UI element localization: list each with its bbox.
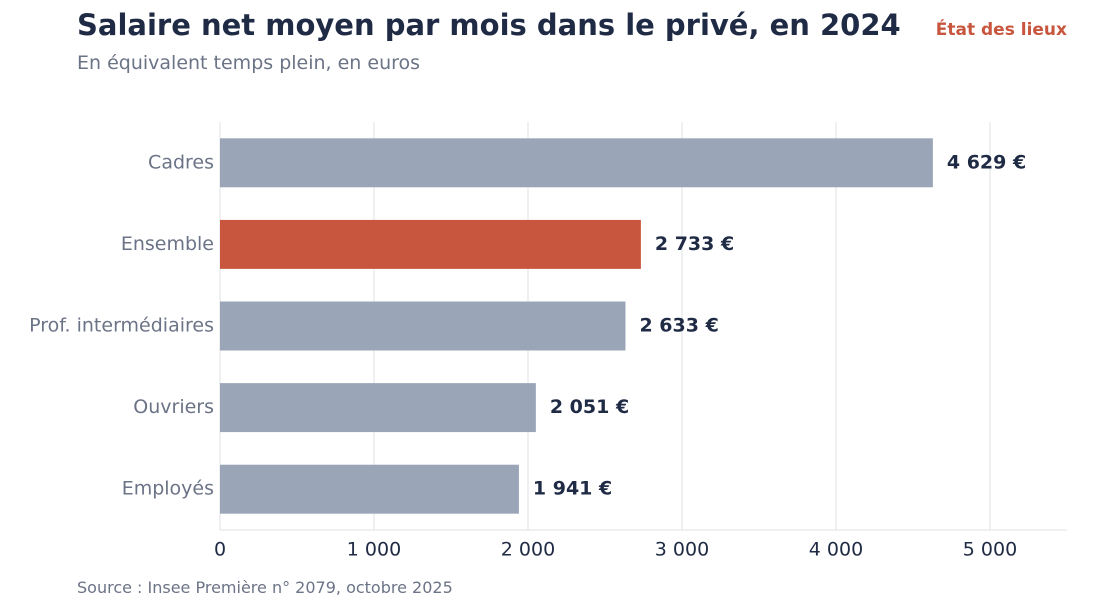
category-label: Cadres [148, 151, 214, 173]
category-label: Prof. intermédiaires [29, 315, 214, 337]
label-layer: 0 1 000 2 000 3 000 4 000 5 000 Cadres 4 629 € E… [29, 151, 1026, 560]
source-note: Source : Insee Première n° 2079, octobre… [77, 578, 453, 597]
category-label: Employés [122, 478, 214, 500]
x-tick-label: 2 000 [501, 539, 555, 561]
category-label: Ensemble [121, 233, 214, 255]
bar-prof-interm-diaires [220, 301, 626, 351]
x-tick-label: 5 000 [963, 539, 1017, 561]
chart-subtitle: En équivalent temps plein, en euros [77, 52, 421, 74]
x-tick-label: 1 000 [347, 539, 401, 561]
value-label: 2 051 € [550, 396, 629, 418]
value-label: 2 633 € [639, 315, 718, 337]
chart-title: Salaire net moyen par mois dans le privé… [77, 8, 901, 42]
bar-ensemble [220, 219, 641, 269]
bar-layer [220, 138, 933, 514]
value-label: 4 629 € [947, 151, 1026, 173]
x-tick-label: 0 [214, 539, 226, 561]
bar-employ-s [220, 464, 519, 514]
category-label: Ouvriers [133, 396, 214, 418]
x-tick-label: 3 000 [655, 539, 709, 561]
section-tag: État des lieux [935, 20, 1067, 40]
bar-cadres [220, 138, 933, 188]
x-tick-label: 4 000 [809, 539, 863, 561]
value-label: 1 941 € [533, 478, 612, 500]
bar-ouvriers [220, 383, 536, 433]
value-label: 2 733 € [655, 233, 734, 255]
